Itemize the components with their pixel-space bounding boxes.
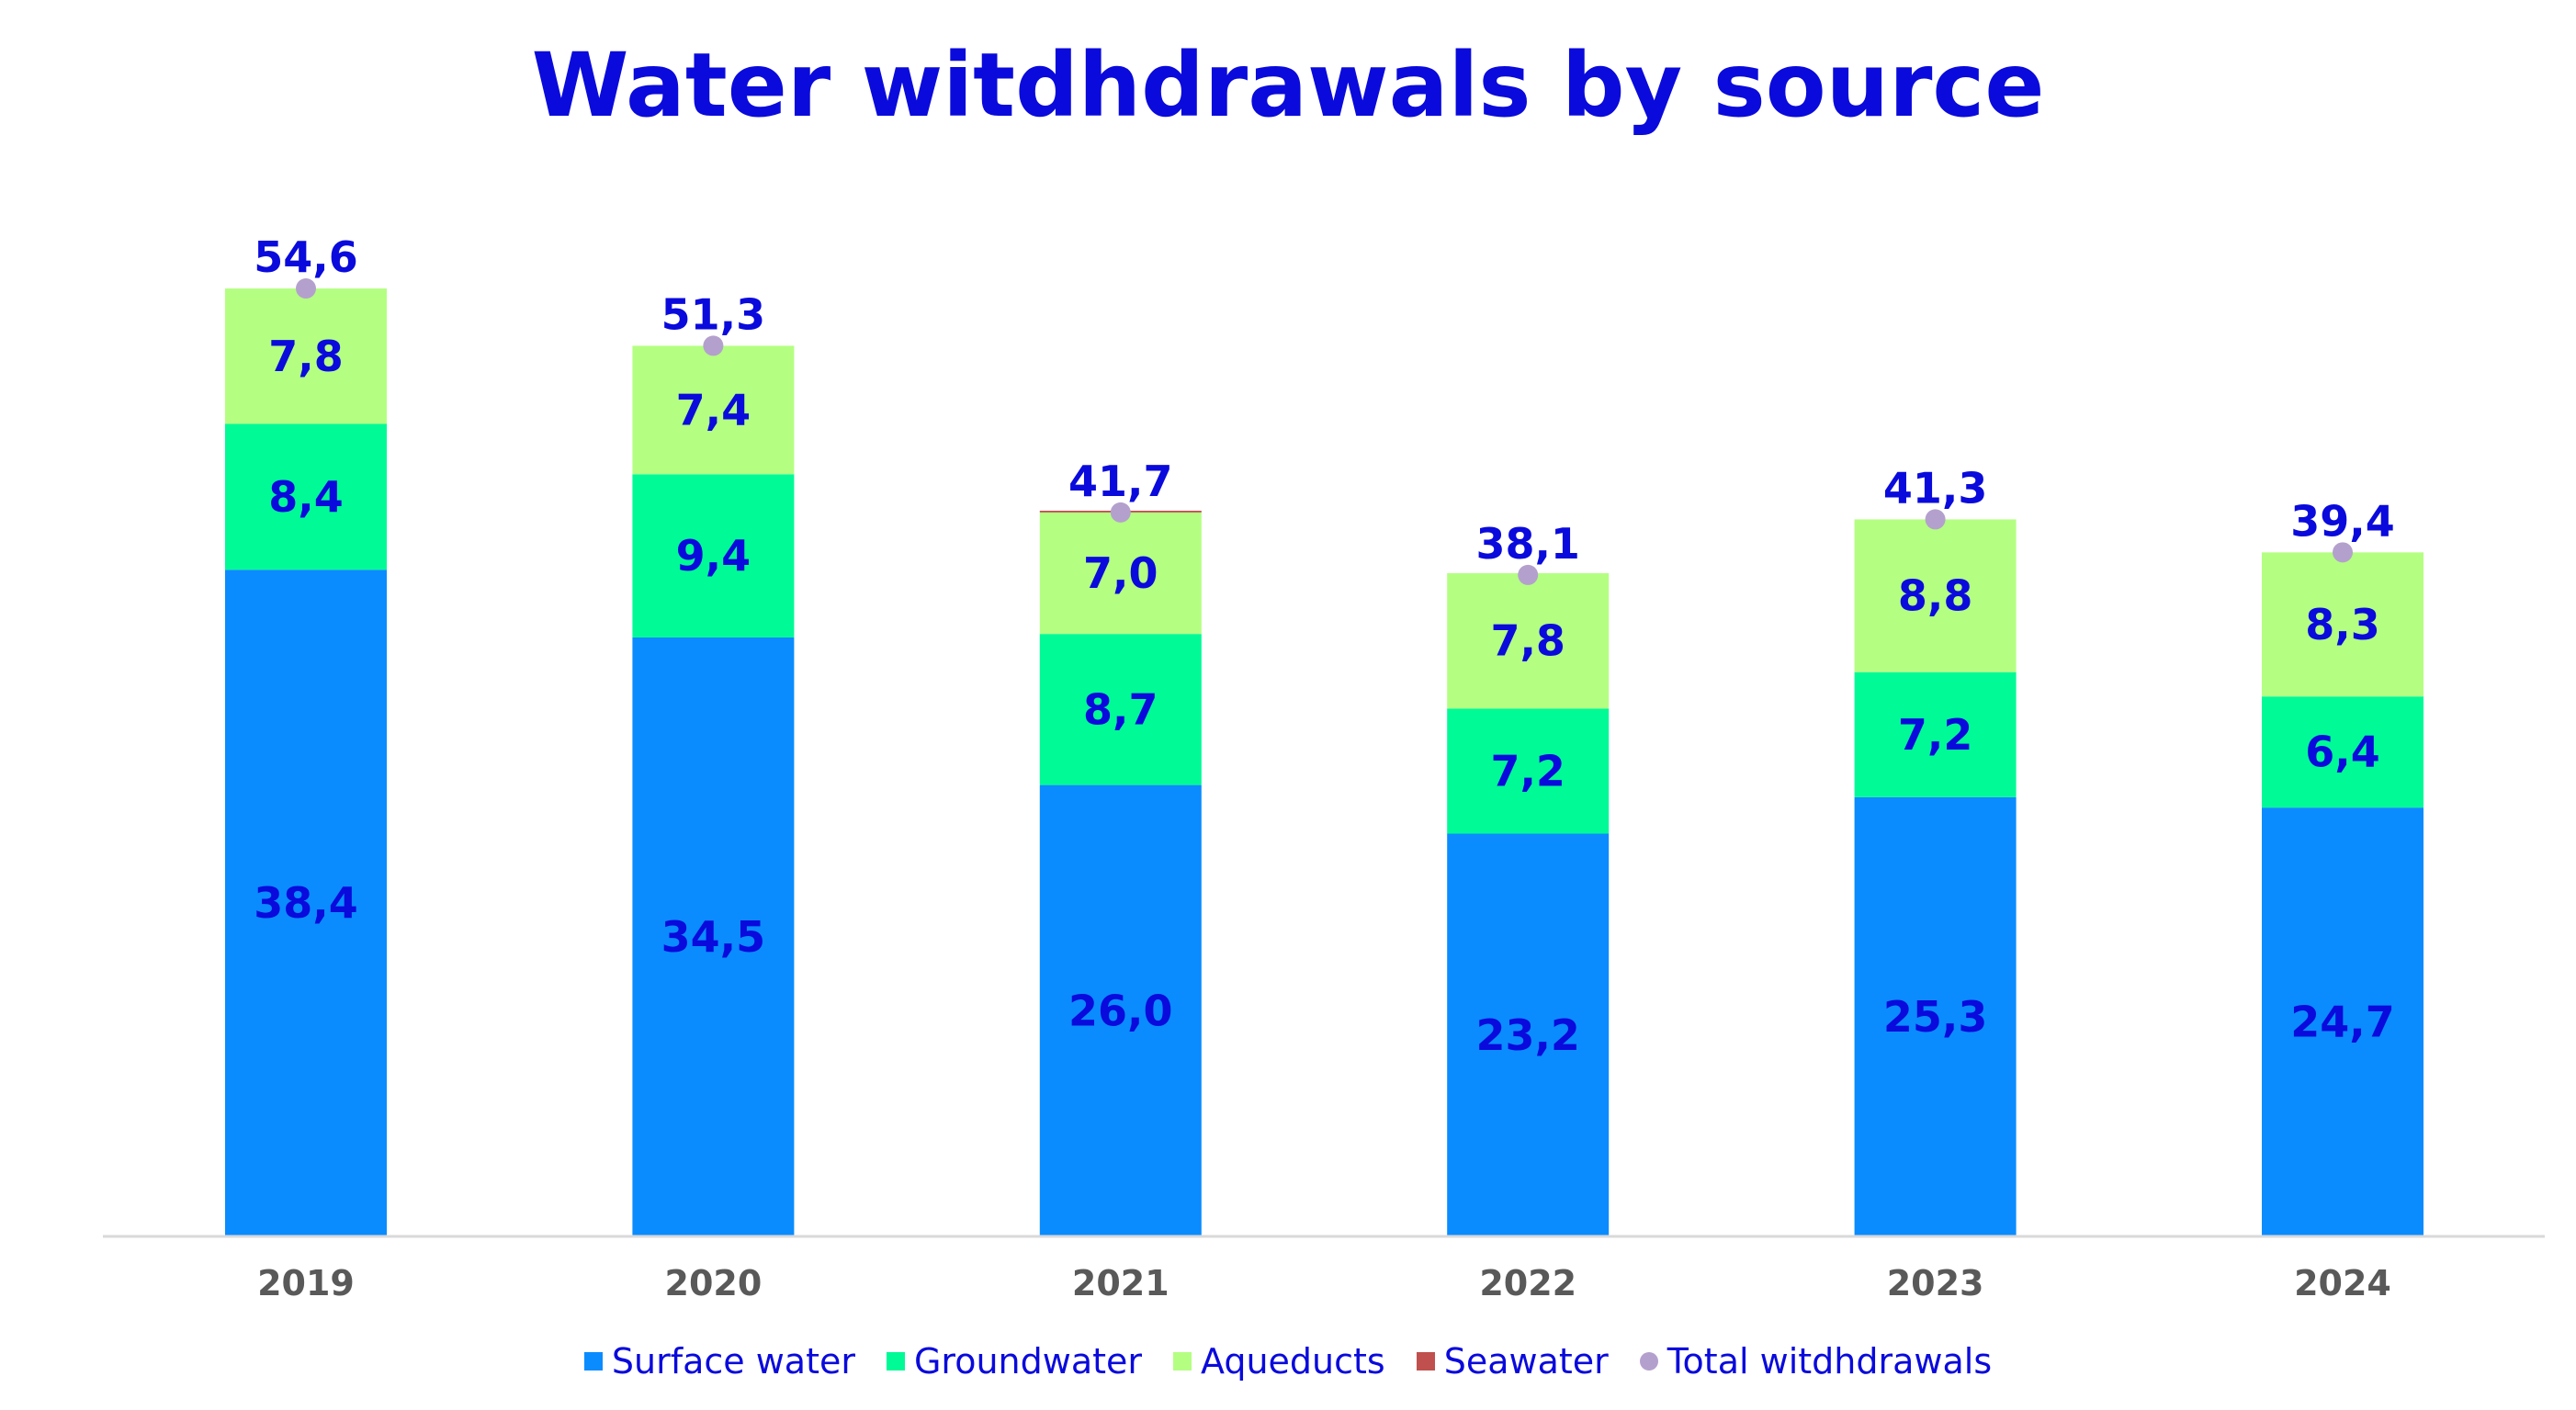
data-label-groundwater-2022: 7,2 xyxy=(1490,746,1565,795)
data-label-surface-water-2020: 34,5 xyxy=(661,912,766,962)
x-tick-label-2024: 2024 xyxy=(2294,1263,2391,1303)
total-label-2019: 54,6 xyxy=(254,232,358,282)
legend-swatch-icon xyxy=(583,1352,603,1371)
total-label-2021: 41,7 xyxy=(1068,457,1173,506)
legend-swatch-icon xyxy=(886,1352,905,1371)
x-tick-label-2021: 2021 xyxy=(1072,1263,1169,1303)
bar-surface-water-2023 xyxy=(1854,796,2017,1236)
total-marker-2019 xyxy=(296,278,316,299)
legend-label: Surface water xyxy=(611,1341,855,1382)
bar-groundwater-2023 xyxy=(1854,671,2017,797)
data-label-aqueducts-2023: 8,8 xyxy=(1898,571,1973,621)
data-label-groundwater-2023: 7,2 xyxy=(1898,710,1973,760)
bar-aqueducts-2021 xyxy=(1039,512,1202,635)
bar-groundwater-2021 xyxy=(1039,634,1202,785)
total-marker-2024 xyxy=(2333,542,2353,563)
legend-swatch-icon xyxy=(1416,1352,1435,1371)
data-label-surface-water-2024: 24,7 xyxy=(2290,998,2395,1047)
total-label-2024: 39,4 xyxy=(2290,496,2395,546)
bar-surface-water-2019 xyxy=(225,570,387,1236)
bar-groundwater-2020 xyxy=(632,474,795,637)
data-label-surface-water-2019: 38,4 xyxy=(254,878,358,928)
legend-item-total-witdhdrawals: Total witdhdrawals xyxy=(1639,1341,1993,1382)
x-axis-ticks: 2019 2020 2021 2022 2023 2024 xyxy=(257,1263,2391,1303)
data-label-groundwater-2021: 8,7 xyxy=(1083,684,1158,734)
data-label-aqueducts-2020: 7,4 xyxy=(676,385,751,434)
total-label-2022: 38,1 xyxy=(1475,519,1580,569)
chart-title: Water witdhdrawals by source xyxy=(531,34,2045,137)
legend-label: Aqueducts xyxy=(1201,1341,1385,1382)
bar-aqueducts-2023 xyxy=(1854,519,2017,672)
bar-surface-water-2024 xyxy=(2262,807,2423,1236)
data-label-aqueducts-2024: 8,3 xyxy=(2305,600,2380,649)
legend-label: Seawater xyxy=(1443,1341,1609,1382)
data-label-aqueducts-2021: 7,0 xyxy=(1083,548,1158,598)
legend-label: Total witdhdrawals xyxy=(1666,1341,1993,1382)
bar-aqueducts-2020 xyxy=(632,345,795,475)
data-label-groundwater-2019: 8,4 xyxy=(268,472,344,522)
data-label-groundwater-2020: 9,4 xyxy=(676,531,751,581)
total-marker-2022 xyxy=(1518,564,1539,585)
legend-label: Groundwater xyxy=(913,1341,1143,1382)
bar-aqueducts-2019 xyxy=(225,288,387,424)
legend-item-aqueducts: Aqueducts xyxy=(1173,1341,1385,1382)
total-marker-2021 xyxy=(1110,502,1131,523)
total-label-2023: 41,3 xyxy=(1883,463,1988,513)
data-label-aqueducts-2022: 7,8 xyxy=(1490,616,1565,666)
labels-layer: 38,4 8,4 7,8 54,6 34,5 9,4 7,4 51,3 26,0 8,7 7,0 41… xyxy=(254,232,2395,1060)
bar-surface-water-2022 xyxy=(1447,833,1610,1236)
bar-aqueducts-2022 xyxy=(1447,573,1610,709)
data-label-surface-water-2021: 26,0 xyxy=(1068,986,1173,1035)
x-tick-label-2023: 2023 xyxy=(1887,1263,1984,1303)
legend: Surface water Groundwater Aqueducts Seawate… xyxy=(0,1334,2576,1389)
data-label-aqueducts-2019: 7,8 xyxy=(268,332,344,381)
data-label-surface-water-2023: 25,3 xyxy=(1883,992,1988,1042)
bar-surface-water-2021 xyxy=(1039,784,1202,1236)
x-tick-label-2019: 2019 xyxy=(257,1263,355,1303)
legend-item-groundwater: Groundwater xyxy=(886,1341,1143,1382)
legend-item-surface-water: Surface water xyxy=(583,1341,855,1382)
bar-groundwater-2022 xyxy=(1447,708,1610,834)
legend-swatch-icon xyxy=(1173,1352,1192,1371)
bar-aqueducts-2024 xyxy=(2262,552,2423,697)
bar-groundwater-2024 xyxy=(2262,696,2423,808)
data-label-surface-water-2022: 23,2 xyxy=(1475,1010,1580,1060)
total-marker-2020 xyxy=(703,335,724,356)
x-tick-label-2020: 2020 xyxy=(665,1263,763,1303)
total-marker-2023 xyxy=(1925,509,1946,530)
total-label-2020: 51,3 xyxy=(661,289,766,339)
bar-groundwater-2019 xyxy=(225,423,387,570)
data-label-groundwater-2024: 6,4 xyxy=(2305,728,2380,777)
legend-marker-icon xyxy=(1639,1352,1658,1371)
bar-surface-water-2020 xyxy=(632,637,795,1236)
x-tick-label-2022: 2022 xyxy=(1479,1263,1576,1303)
legend-item-seawater: Seawater xyxy=(1416,1341,1609,1382)
bars-layer xyxy=(225,288,2423,1236)
